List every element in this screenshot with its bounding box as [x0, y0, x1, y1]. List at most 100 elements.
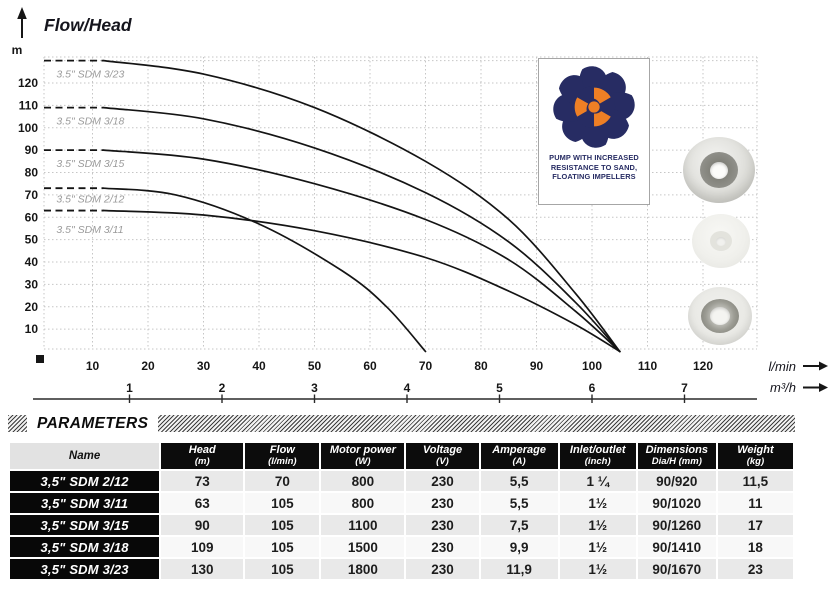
column-header-amperage: Amperage (A): [480, 443, 558, 469]
y-tick-label: 60: [25, 210, 39, 224]
x-tick-label: 40: [252, 359, 266, 373]
table-cell: 23: [717, 559, 793, 579]
table-cell: 90/1260: [637, 515, 716, 535]
column-header-motor-power: Motor power (W): [321, 443, 405, 469]
pump-model-name: 3,5" SDM 3/23: [10, 559, 160, 579]
table-cell: 11: [717, 493, 793, 513]
table-cell: 90: [161, 515, 244, 535]
impeller-ring: [701, 299, 739, 333]
table-row: 3,5" SDM 3/11 63 105 800 230 5,5 1½ 90/1020 11: [10, 493, 793, 513]
m3h-tick-label: 5: [496, 381, 503, 395]
x-tick-label: 110: [638, 359, 658, 373]
table-row: 3,5" SDM 3/15 90 105 1100 230 7,5 1½ 90/1260 17: [10, 515, 793, 535]
parameters-table: Name Head (m) Flow (l/min) Motor power (W) Volt…: [8, 441, 795, 581]
pump-model-name: 3,5" SDM 2/12: [10, 471, 160, 491]
y-tick-label: 20: [25, 300, 39, 314]
series-label: 3.5" SDM 2/12: [56, 194, 124, 206]
table-cell: 105: [245, 515, 320, 535]
y-tick-label: 70: [25, 188, 39, 202]
table-cell: 90/920: [637, 471, 716, 491]
table-cell: 1800: [321, 559, 405, 579]
table-cell: 1 ¼: [559, 471, 636, 491]
y-tick-label: 50: [25, 233, 39, 247]
y-tick-label: 120: [18, 76, 38, 90]
x-tick-label: 120: [693, 359, 713, 373]
table-cell: 1½: [559, 537, 636, 557]
x-tick-label: 70: [419, 359, 433, 373]
lmin-unit-label: l/min: [769, 359, 796, 374]
lmin-arrowhead-icon: [819, 361, 828, 371]
impeller-swirl: [574, 87, 611, 127]
column-header-head: Head (m): [161, 443, 244, 469]
y-tick-label: 100: [18, 121, 38, 135]
table-cell: 800: [321, 471, 405, 491]
x-tick-label: 50: [308, 359, 322, 373]
table-cell: 1½: [559, 515, 636, 535]
origin-marker: [36, 355, 44, 363]
table-cell: 230: [406, 559, 479, 579]
pump-model-name: 3,5" SDM 3/18: [10, 537, 160, 557]
x-tick-label: 60: [363, 359, 377, 373]
m3h-tick-label: 7: [681, 381, 688, 395]
parameters-title: PARAMETERS: [37, 414, 149, 432]
column-header-inlet-outlet: Inlet/outlet (inch): [559, 443, 636, 469]
y-tick-label: 10: [25, 322, 39, 336]
table-cell: 1½: [559, 559, 636, 579]
table-cell: 7,5: [480, 515, 558, 535]
column-header-flow: Flow (l/min): [245, 443, 320, 469]
x-tick-label: 90: [530, 359, 544, 373]
table-cell: 1½: [559, 493, 636, 513]
m3h-tick-label: 3: [311, 381, 318, 395]
x-tick-label: 10: [86, 359, 100, 373]
badge-line-2: RESISTANCE TO SAND,: [550, 162, 638, 172]
series-label: 3.5" SDM 3/15: [56, 158, 124, 170]
column-header-weight: Weight (kg): [717, 443, 793, 469]
y-axis-unit-label: m: [12, 43, 23, 57]
flow-head-chart: 3.5" SDM 3/23 3.5" SDM 3/18 3.5" SDM 3/15 3…: [12, 7, 828, 403]
parameters-title-box: PARAMETERS: [27, 414, 159, 432]
column-header-voltage: Voltage (V): [406, 443, 479, 469]
impeller-hole: [716, 236, 726, 246]
m3h-arrowhead-icon: [819, 383, 828, 392]
table-cell: 90/1410: [637, 537, 716, 557]
m3h-tick-label: 1: [126, 381, 133, 395]
impeller-ring: [710, 231, 732, 251]
m3h-tick-label: 6: [589, 381, 596, 395]
table-cell: 90/1670: [637, 559, 716, 579]
y-tick-label: 40: [25, 255, 39, 269]
badge-caption: PUMP WITH INCREASED RESISTANCE TO SAND, …: [549, 153, 639, 182]
pump-model-name: 3,5" SDM 3/11: [10, 493, 160, 513]
m3h-tick-label: 2: [219, 381, 226, 395]
table-cell: 230: [406, 493, 479, 513]
m3h-tick-label: 4: [404, 381, 411, 395]
table-row: 3,5" SDM 3/23 130 105 1800 230 11,9 1½ 90/1670 2…: [10, 559, 793, 579]
x-tick-label: 20: [141, 359, 155, 373]
pump-model-name: 3,5" SDM 3/15: [10, 515, 160, 535]
table-cell: 105: [245, 537, 320, 557]
series-curve: [102, 59, 621, 353]
m3h-unit-label: m³/h: [770, 380, 796, 395]
table-cell: 63: [161, 493, 244, 513]
table-cell: 70: [245, 471, 320, 491]
series-label: 3.5" SDM 3/23: [56, 68, 124, 80]
floating-impeller-photo-top: [683, 137, 755, 203]
impeller-disc-photo-middle: [692, 214, 750, 268]
table-cell: 800: [321, 493, 405, 513]
table-cell: 5,5: [480, 471, 558, 491]
table-cell: 17: [717, 515, 793, 535]
table-cell: 1500: [321, 537, 405, 557]
impeller-ring-photo-bottom: [688, 287, 752, 345]
table-cell: 230: [406, 471, 479, 491]
x-tick-label: 80: [474, 359, 488, 373]
impeller-logo-icon: [553, 66, 635, 148]
series-curve: [102, 106, 621, 353]
column-header-name: Name: [10, 443, 160, 469]
table-cell: 18: [717, 537, 793, 557]
column-header-dimensions: Dimensions Dia/H (mm): [637, 443, 716, 469]
table-cell: 109: [161, 537, 244, 557]
table-header-row: Name Head (m) Flow (l/min) Motor power (W) Volt…: [10, 443, 793, 469]
series-label: 3.5" SDM 3/11: [56, 224, 123, 236]
x-tick-label: 30: [197, 359, 211, 373]
table-row: 3,5" SDM 3/18 109 105 1500 230 9,9 1½ 90/1410 18: [10, 537, 793, 557]
